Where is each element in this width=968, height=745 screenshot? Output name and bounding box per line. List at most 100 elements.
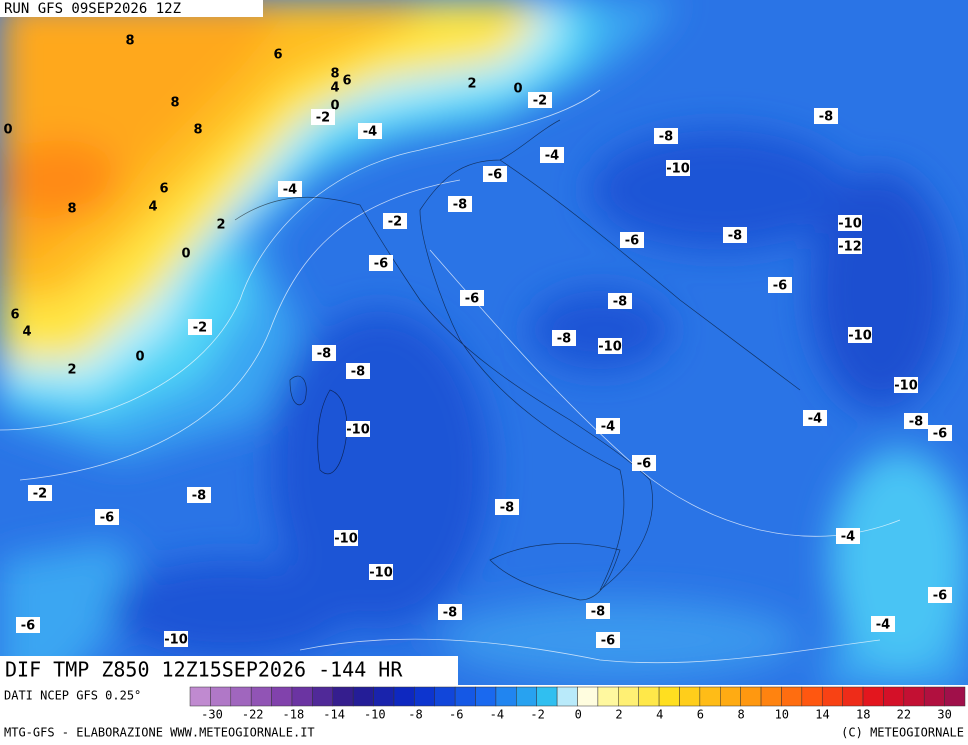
color-swatch [740, 686, 762, 707]
contour-label: -10 [164, 633, 188, 648]
legend-tick-label: 30 [937, 708, 951, 722]
label-box [540, 147, 564, 163]
legend-tick-label: -18 [283, 708, 305, 722]
color-swatch [210, 686, 232, 707]
legend-tick-label: 6 [697, 708, 704, 722]
contour-label: 0 [135, 350, 144, 365]
color-bar: -30 -22 -18 -14 -10 -8 -6 -4 -2 0 2 4 6 8 10 14 18 22 30 [189, 686, 966, 722]
label-box [894, 377, 918, 393]
contour-label: -6 [100, 511, 114, 526]
label-box [596, 632, 620, 648]
legend-tick-label: -6 [449, 708, 463, 722]
label-box [596, 418, 620, 434]
label-box [346, 421, 370, 437]
contour-label: -4 [545, 149, 559, 164]
contour-label: -8 [659, 130, 673, 145]
label-box [871, 616, 895, 632]
contour-label: -2 [193, 321, 207, 336]
contour-label: 6 [10, 308, 19, 323]
contour-label: 0 [181, 247, 190, 262]
label-box [654, 128, 678, 144]
legend-tick-label: -14 [323, 708, 345, 722]
legend-tick-label: -2 [530, 708, 544, 722]
contour-label: 6 [342, 74, 351, 89]
contour-label: -4 [601, 420, 615, 435]
label-box [838, 215, 862, 231]
contour-label: -6 [637, 457, 651, 472]
map-title: DIF TMP Z850 12Z15SEP2026 -144 HR [5, 658, 403, 682]
label-box [838, 238, 862, 254]
legend-tick-label: -8 [408, 708, 422, 722]
color-swatch [516, 686, 537, 707]
label-box [448, 196, 472, 212]
contour-label: -12 [838, 240, 862, 255]
contour-label: -6 [601, 634, 615, 649]
label-box [928, 425, 952, 441]
label-box [188, 319, 212, 335]
label-box [723, 227, 747, 243]
contour-label: -8 [591, 605, 605, 620]
contour-label: 8 [330, 67, 339, 82]
contour-label: -8 [909, 415, 923, 430]
contour-label: -10 [838, 217, 862, 232]
contour-label: -4 [841, 530, 855, 545]
contour-label: 6 [273, 48, 282, 63]
contour-label: -8 [453, 198, 467, 213]
label-box [586, 603, 610, 619]
contour-label: -6 [933, 589, 947, 604]
label-box [836, 528, 860, 544]
label-box [369, 564, 393, 580]
legend-tick-label: 14 [815, 708, 829, 722]
label-box [16, 617, 40, 633]
legend-tick-label: 22 [897, 708, 911, 722]
legend-tick-label: 2 [615, 708, 622, 722]
contour-label: 0 [330, 99, 339, 114]
color-swatch [801, 686, 823, 707]
label-box [528, 92, 552, 108]
contour-label: -8 [317, 347, 331, 362]
color-swatch [373, 686, 395, 707]
contour-label: -6 [488, 168, 502, 183]
label-box [848, 327, 872, 343]
contour-label: -10 [894, 379, 918, 394]
label-box [278, 181, 302, 197]
color-swatch [475, 686, 497, 707]
color-swatch [271, 686, 293, 707]
color-swatch [393, 686, 415, 707]
color-swatch [679, 686, 701, 707]
contour-label: 0 [513, 82, 522, 97]
run-label: RUN GFS 09SEP2026 12Z [4, 1, 181, 17]
color-swatch [230, 686, 252, 707]
color-swatch [189, 686, 211, 707]
label-box [928, 587, 952, 603]
color-swatch [658, 686, 680, 707]
run-box [0, 0, 263, 17]
contour-label: 2 [216, 218, 225, 233]
color-swatch [291, 686, 313, 707]
color-swatch [332, 686, 354, 707]
label-box [311, 109, 335, 125]
contour-label: -8 [557, 332, 571, 347]
color-swatch [495, 686, 517, 707]
contour-label: 2 [67, 363, 76, 378]
contour-label: -6 [374, 257, 388, 272]
contour-label: 4 [148, 200, 157, 215]
color-swatch [903, 686, 925, 707]
color-swatch [638, 686, 660, 707]
label-box [666, 160, 690, 176]
color-swatch [781, 686, 803, 707]
contour-label: 0 [3, 123, 12, 138]
legend-tick-label: -4 [490, 708, 504, 722]
contour-label: 8 [193, 123, 202, 138]
contour-label: -4 [808, 412, 822, 427]
label-box [632, 455, 656, 471]
contour-label: 4 [330, 81, 339, 96]
title-box [0, 656, 458, 685]
contour-label: -2 [388, 215, 402, 230]
label-box [904, 413, 928, 429]
color-swatch [250, 686, 272, 707]
contour-label: 8 [170, 96, 179, 111]
label-box [334, 530, 358, 546]
